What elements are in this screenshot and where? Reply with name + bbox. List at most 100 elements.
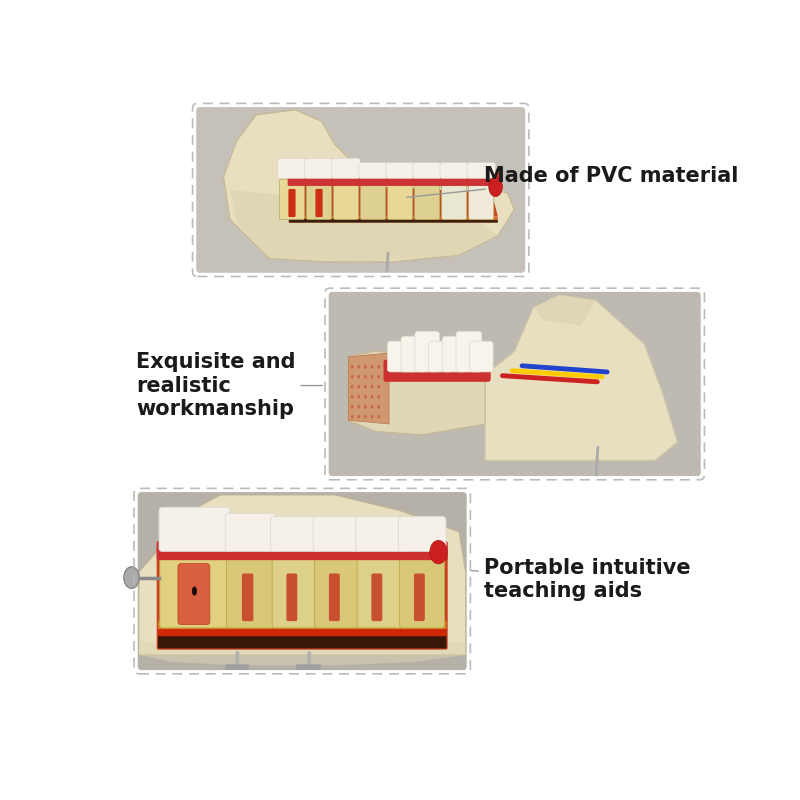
FancyBboxPatch shape bbox=[160, 546, 229, 628]
Ellipse shape bbox=[441, 634, 442, 636]
Ellipse shape bbox=[474, 211, 475, 212]
Polygon shape bbox=[289, 183, 498, 222]
Ellipse shape bbox=[302, 601, 303, 602]
Ellipse shape bbox=[391, 558, 394, 560]
Ellipse shape bbox=[483, 218, 484, 219]
Ellipse shape bbox=[364, 385, 366, 389]
Ellipse shape bbox=[378, 218, 380, 219]
FancyBboxPatch shape bbox=[400, 546, 445, 628]
FancyBboxPatch shape bbox=[272, 546, 317, 628]
Ellipse shape bbox=[382, 634, 386, 636]
Ellipse shape bbox=[374, 626, 378, 628]
Ellipse shape bbox=[367, 592, 369, 594]
Ellipse shape bbox=[194, 609, 197, 610]
FancyBboxPatch shape bbox=[414, 574, 425, 621]
Ellipse shape bbox=[399, 642, 402, 645]
Ellipse shape bbox=[342, 566, 345, 568]
FancyBboxPatch shape bbox=[413, 162, 442, 178]
Ellipse shape bbox=[433, 609, 434, 610]
Polygon shape bbox=[139, 641, 466, 666]
Ellipse shape bbox=[277, 643, 278, 644]
Ellipse shape bbox=[310, 600, 311, 602]
Ellipse shape bbox=[268, 566, 271, 568]
Ellipse shape bbox=[371, 405, 374, 409]
Ellipse shape bbox=[235, 549, 238, 551]
Ellipse shape bbox=[371, 365, 374, 369]
Ellipse shape bbox=[260, 566, 262, 568]
Ellipse shape bbox=[464, 218, 466, 219]
FancyBboxPatch shape bbox=[288, 170, 499, 186]
Ellipse shape bbox=[326, 600, 328, 602]
Ellipse shape bbox=[441, 550, 443, 551]
FancyBboxPatch shape bbox=[429, 341, 452, 372]
Ellipse shape bbox=[340, 197, 342, 198]
Ellipse shape bbox=[340, 211, 342, 212]
Polygon shape bbox=[289, 219, 498, 222]
Ellipse shape bbox=[244, 584, 246, 585]
Ellipse shape bbox=[416, 197, 418, 198]
Ellipse shape bbox=[378, 204, 380, 205]
Ellipse shape bbox=[369, 197, 370, 198]
Ellipse shape bbox=[309, 626, 312, 627]
Ellipse shape bbox=[474, 204, 475, 205]
Ellipse shape bbox=[260, 642, 262, 645]
Ellipse shape bbox=[251, 558, 254, 560]
Ellipse shape bbox=[464, 189, 466, 190]
Ellipse shape bbox=[359, 211, 361, 212]
Ellipse shape bbox=[350, 609, 353, 610]
Ellipse shape bbox=[358, 365, 360, 369]
Ellipse shape bbox=[301, 626, 304, 628]
FancyBboxPatch shape bbox=[470, 341, 493, 372]
FancyBboxPatch shape bbox=[314, 517, 361, 551]
Ellipse shape bbox=[326, 550, 328, 551]
FancyBboxPatch shape bbox=[306, 179, 331, 219]
Ellipse shape bbox=[416, 218, 418, 219]
Ellipse shape bbox=[243, 592, 246, 594]
Ellipse shape bbox=[162, 643, 163, 644]
Ellipse shape bbox=[235, 558, 238, 559]
Ellipse shape bbox=[293, 218, 294, 219]
Ellipse shape bbox=[219, 634, 221, 636]
Ellipse shape bbox=[194, 566, 197, 568]
Ellipse shape bbox=[210, 583, 214, 585]
Ellipse shape bbox=[358, 375, 360, 378]
Ellipse shape bbox=[322, 204, 323, 205]
Ellipse shape bbox=[400, 550, 402, 551]
FancyBboxPatch shape bbox=[359, 162, 387, 178]
Ellipse shape bbox=[227, 558, 229, 559]
FancyBboxPatch shape bbox=[279, 179, 305, 219]
FancyBboxPatch shape bbox=[329, 574, 340, 621]
Ellipse shape bbox=[218, 583, 222, 586]
Ellipse shape bbox=[293, 211, 294, 212]
FancyBboxPatch shape bbox=[242, 574, 254, 621]
Ellipse shape bbox=[359, 566, 361, 568]
Ellipse shape bbox=[326, 634, 328, 636]
Ellipse shape bbox=[351, 405, 354, 409]
Ellipse shape bbox=[432, 617, 435, 619]
Ellipse shape bbox=[483, 204, 484, 205]
Ellipse shape bbox=[219, 618, 222, 619]
Ellipse shape bbox=[170, 600, 172, 602]
Ellipse shape bbox=[371, 415, 374, 418]
Ellipse shape bbox=[351, 375, 354, 378]
Ellipse shape bbox=[301, 550, 304, 551]
Ellipse shape bbox=[170, 626, 172, 627]
Ellipse shape bbox=[162, 558, 164, 559]
Ellipse shape bbox=[371, 375, 374, 378]
Ellipse shape bbox=[350, 218, 351, 219]
Ellipse shape bbox=[161, 591, 164, 594]
Ellipse shape bbox=[301, 583, 304, 585]
Ellipse shape bbox=[400, 592, 402, 594]
Ellipse shape bbox=[211, 609, 213, 610]
Ellipse shape bbox=[399, 600, 402, 602]
Ellipse shape bbox=[378, 365, 380, 369]
Text: Made of PVC material: Made of PVC material bbox=[406, 166, 738, 198]
Ellipse shape bbox=[243, 558, 246, 560]
Ellipse shape bbox=[426, 197, 427, 198]
Ellipse shape bbox=[350, 583, 353, 585]
Ellipse shape bbox=[251, 642, 254, 645]
Ellipse shape bbox=[178, 550, 180, 551]
Ellipse shape bbox=[186, 592, 188, 593]
Ellipse shape bbox=[364, 365, 366, 369]
Ellipse shape bbox=[391, 592, 394, 594]
